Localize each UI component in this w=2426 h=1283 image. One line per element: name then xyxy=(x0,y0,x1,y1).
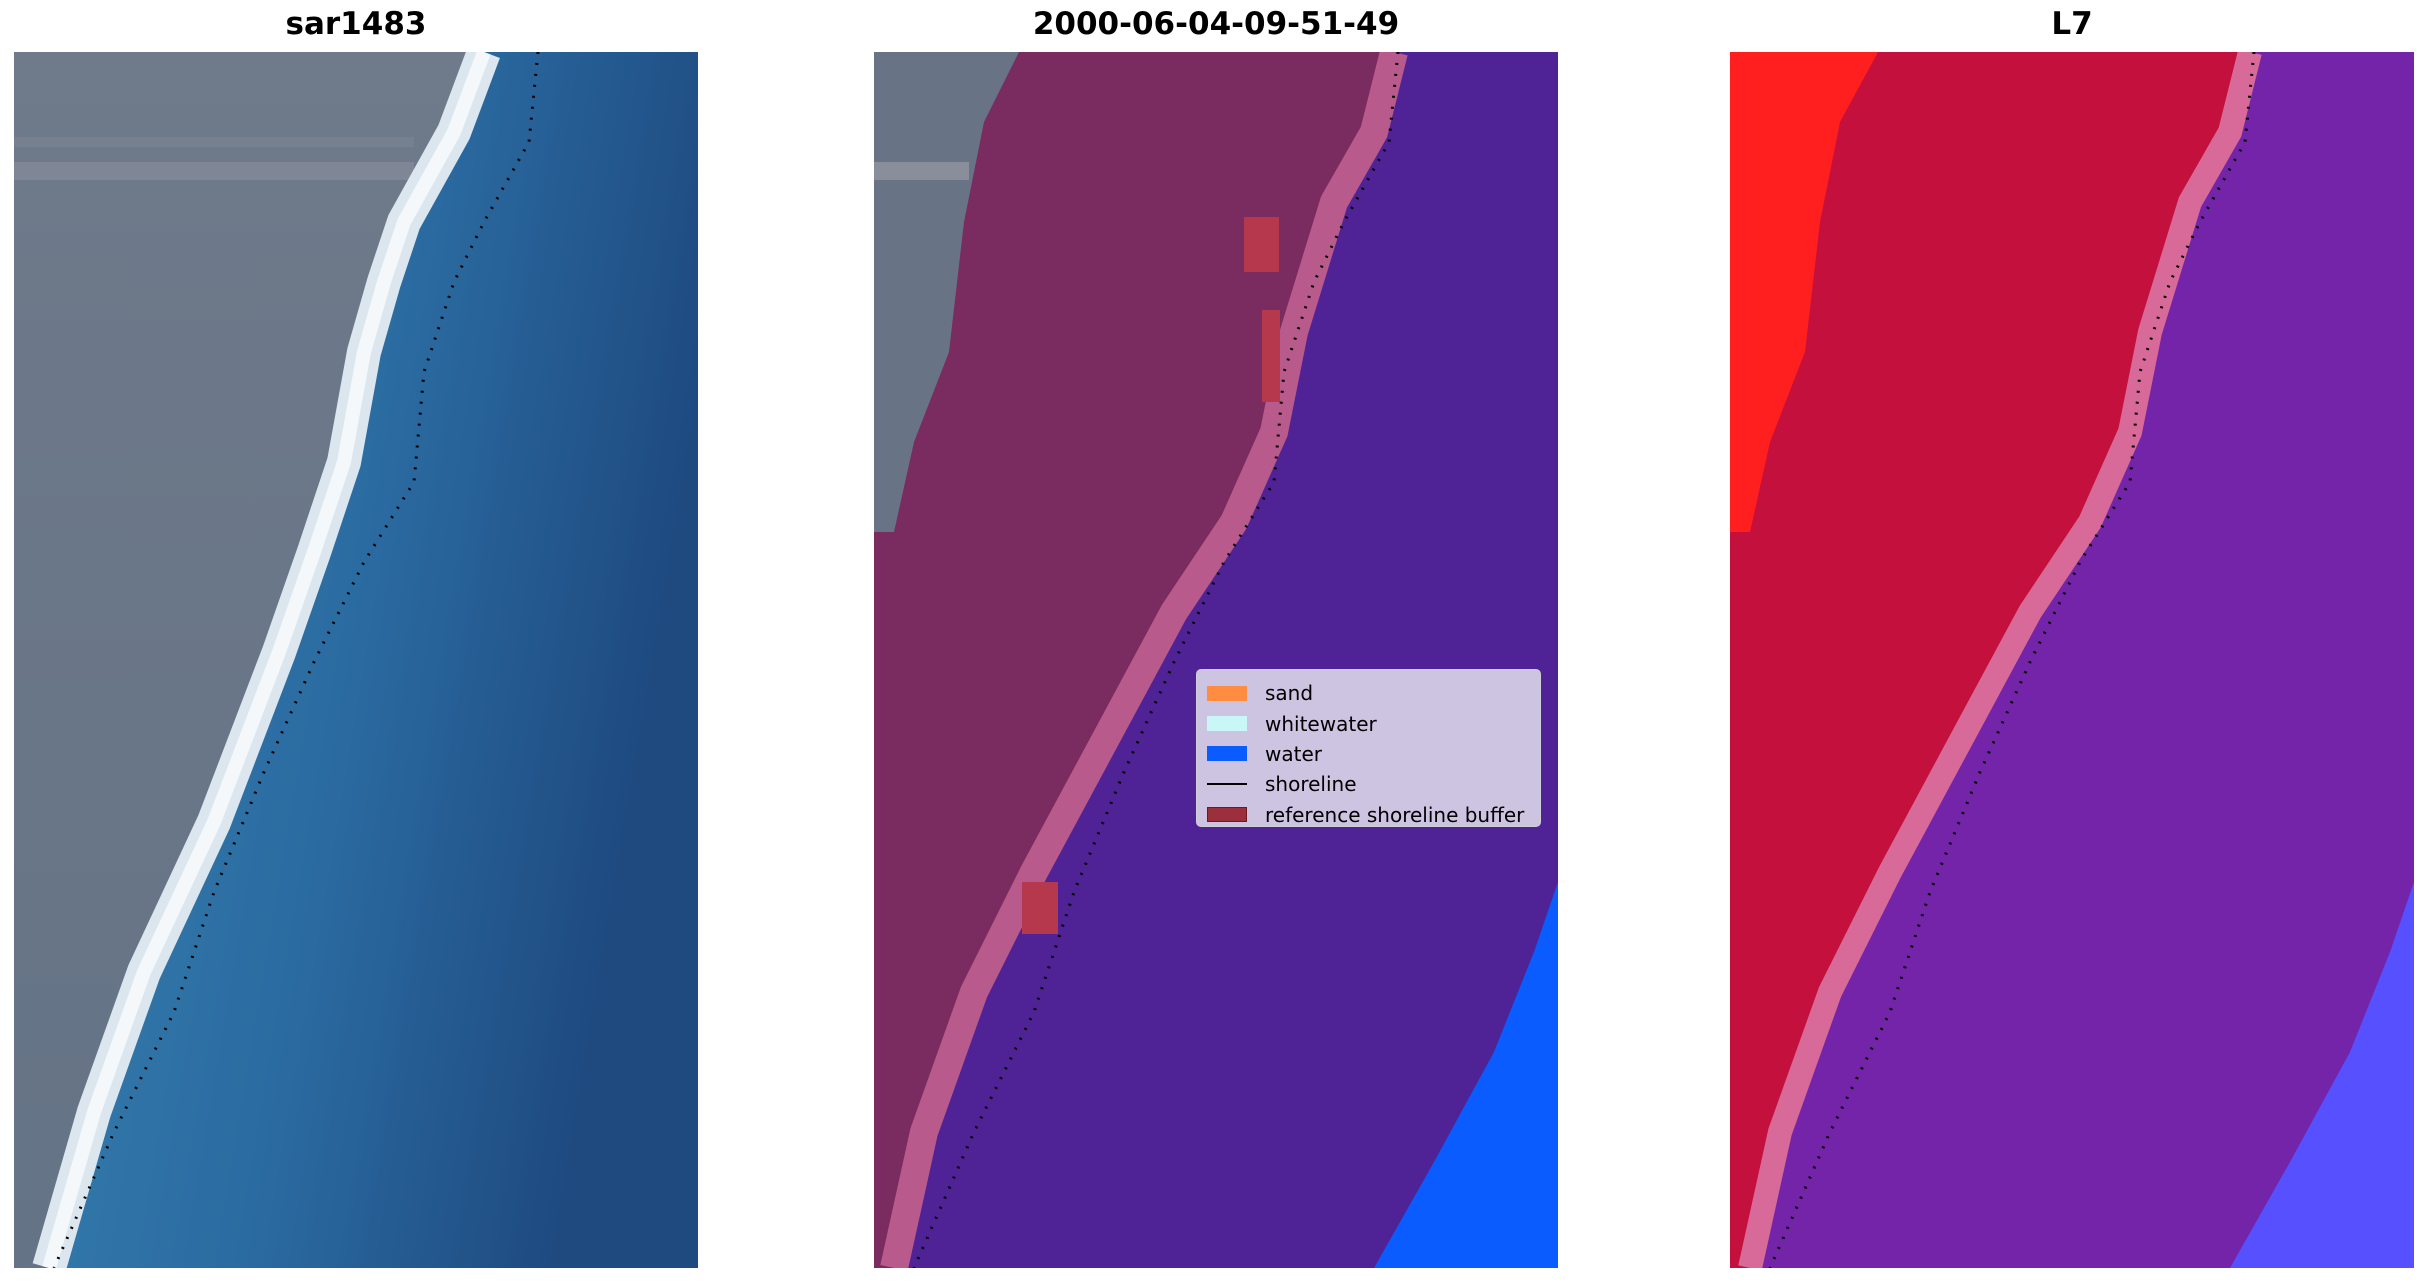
l7-panel xyxy=(1730,52,2414,1268)
ocean-wedge xyxy=(1374,882,1558,1268)
l7-land-area xyxy=(1730,52,2250,1268)
legend-label: whitewater xyxy=(1265,711,1377,736)
l7-bright-area xyxy=(1730,52,1878,532)
legend-item-water: water xyxy=(1207,739,1530,769)
classified-panel xyxy=(874,52,1558,1268)
legend-item-whitewater: whitewater xyxy=(1207,708,1530,738)
legend-label: sand xyxy=(1265,681,1314,706)
legend: sand whitewater water shoreline referenc… xyxy=(1196,669,1541,827)
shoreline-line-swatch xyxy=(1207,783,1247,786)
legend-item-sand: sand xyxy=(1207,678,1530,708)
water-swatch xyxy=(1207,746,1247,762)
gray-road xyxy=(874,162,969,180)
whitewater-swatch xyxy=(1207,716,1247,732)
road-stripe xyxy=(14,162,414,180)
buffer-patch xyxy=(1262,310,1280,402)
l7-ocean-wedge xyxy=(2230,882,2414,1268)
legend-label: shoreline xyxy=(1265,772,1357,797)
road-stripe xyxy=(14,137,414,147)
buffer-swatch xyxy=(1207,807,1247,823)
panel-title-classified: 2000-06-04-09-51-49 xyxy=(1032,6,1400,42)
l7-edge xyxy=(1738,52,2262,1268)
panel-title-rgb: sar1483 xyxy=(285,6,427,42)
legend-label: reference shoreline buffer xyxy=(1265,802,1525,827)
legend-item-buffer: reference shoreline buffer xyxy=(1207,800,1530,830)
sand-edge xyxy=(880,52,1408,1268)
buffer-patch xyxy=(1022,882,1058,934)
legend-item-shoreline: shoreline xyxy=(1207,769,1530,799)
rgb-image-panel xyxy=(14,52,698,1268)
legend-label: water xyxy=(1265,741,1322,766)
panel-title-l7: L7 xyxy=(2051,6,2093,42)
sand-swatch xyxy=(1207,685,1247,701)
beach-core xyxy=(42,52,491,1268)
buffer-patch xyxy=(1244,217,1279,272)
